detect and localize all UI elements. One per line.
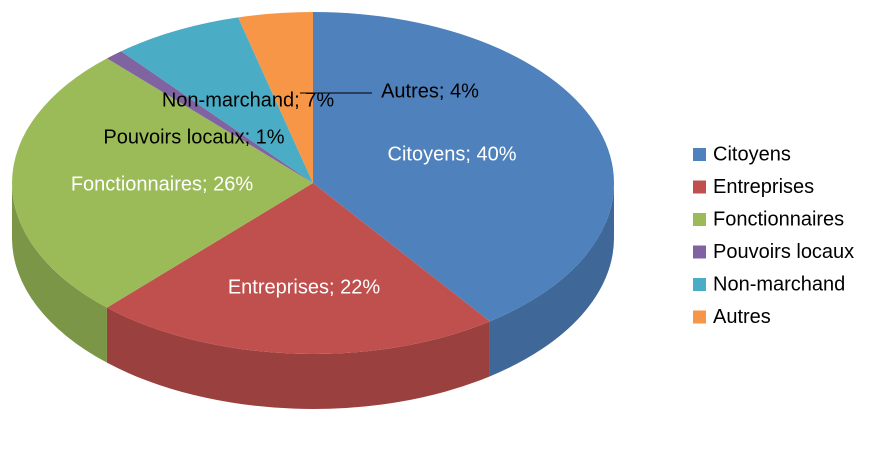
data-label: Pouvoirs locaux; 1% — [103, 126, 284, 148]
legend-swatch — [693, 245, 706, 259]
data-label: Non-marchand; 7% — [162, 89, 335, 111]
data-label: Autres; 4% — [381, 80, 479, 102]
data-label: Citoyens; 40% — [388, 143, 517, 165]
pie-sides — [12, 183, 614, 409]
legend: Citoyens Entreprises Fonctionnaires Pouvoir… — [693, 143, 854, 328]
slice-side — [12, 183, 107, 363]
slice — [106, 51, 313, 184]
legend-label: Non-marchand — [713, 273, 845, 295]
legend-label: Entreprises — [713, 176, 814, 198]
legend-swatch — [693, 278, 706, 291]
slice-side — [106, 307, 490, 409]
slice — [313, 12, 615, 322]
legend-label: Autres — [713, 306, 771, 328]
legend-swatch — [693, 148, 706, 161]
legend-swatch — [693, 213, 706, 226]
data-labels: Citoyens; 40% Entreprises; 22% Fonctionnai… — [71, 80, 517, 298]
slice — [121, 17, 313, 183]
legend-label: Fonctionnaires — [713, 208, 844, 230]
slice-side — [489, 183, 614, 377]
slice — [12, 58, 314, 308]
legend-swatch — [693, 180, 706, 194]
data-label: Entreprises; 22% — [228, 276, 381, 298]
slice — [238, 12, 313, 183]
data-label: Fonctionnaires; 26% — [71, 173, 254, 195]
legend-swatch — [693, 310, 706, 324]
pie-tops — [12, 12, 615, 354]
legend-label: Citoyens — [713, 143, 791, 165]
slice — [106, 183, 490, 354]
legend-label: Pouvoirs locaux — [713, 241, 854, 263]
